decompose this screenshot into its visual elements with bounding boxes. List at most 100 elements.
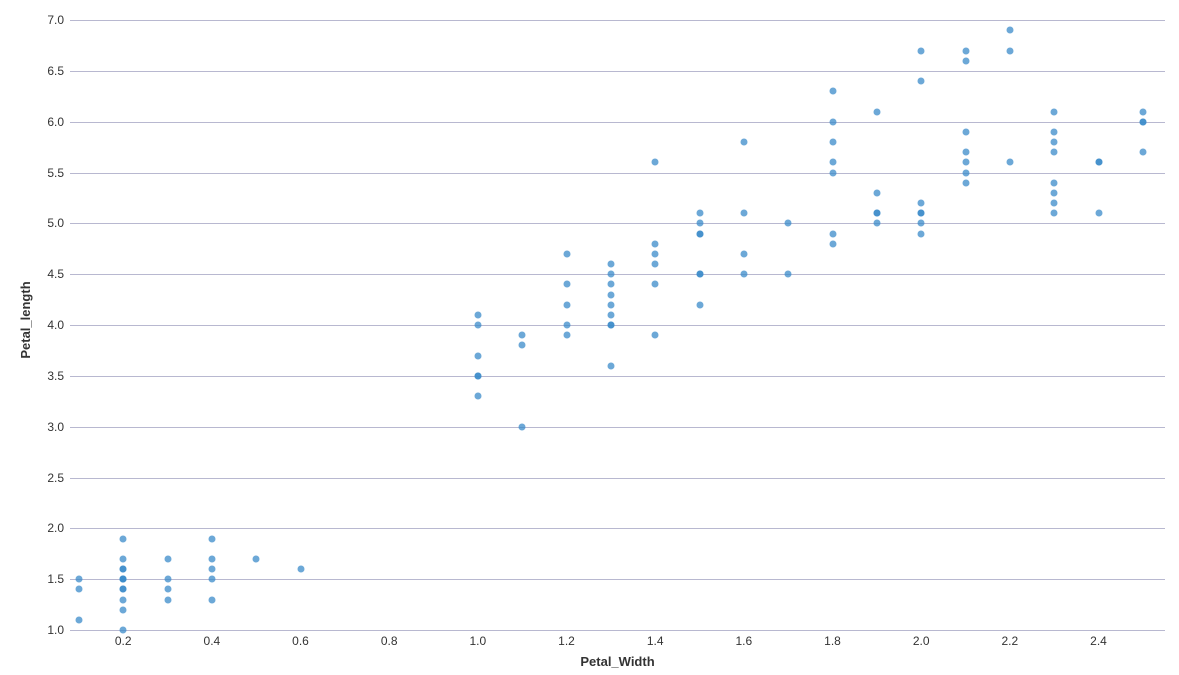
y-tick-label: 6.0 <box>47 115 70 129</box>
data-point <box>75 616 82 623</box>
gridline <box>70 325 1165 326</box>
data-point <box>208 535 215 542</box>
data-point <box>563 332 570 339</box>
data-point <box>563 301 570 308</box>
gridline <box>70 376 1165 377</box>
data-point <box>873 189 880 196</box>
x-tick-label: 1.6 <box>736 630 753 648</box>
data-point <box>474 393 481 400</box>
data-point <box>829 118 836 125</box>
data-point <box>696 210 703 217</box>
data-point <box>607 271 614 278</box>
data-point <box>208 596 215 603</box>
data-point <box>962 159 969 166</box>
data-point <box>829 240 836 247</box>
data-point <box>918 220 925 227</box>
data-point <box>1051 128 1058 135</box>
data-point <box>918 47 925 54</box>
x-tick-label: 1.8 <box>824 630 841 648</box>
data-point <box>120 566 127 573</box>
data-point <box>962 128 969 135</box>
plot-area: 1.01.52.02.53.03.54.04.55.05.56.06.57.00… <box>70 10 1165 630</box>
data-point <box>1051 179 1058 186</box>
data-point <box>1051 210 1058 217</box>
y-tick-label: 4.0 <box>47 318 70 332</box>
data-point <box>1051 200 1058 207</box>
data-point <box>962 47 969 54</box>
gridline <box>70 579 1165 580</box>
data-point <box>208 576 215 583</box>
x-tick-label: 1.0 <box>470 630 487 648</box>
data-point <box>873 220 880 227</box>
data-point <box>75 586 82 593</box>
y-tick-label: 1.0 <box>47 623 70 637</box>
gridline <box>70 20 1165 21</box>
data-point <box>740 139 747 146</box>
data-point <box>1139 118 1146 125</box>
data-point <box>1095 159 1102 166</box>
data-point <box>563 250 570 257</box>
data-point <box>75 576 82 583</box>
gridline <box>70 173 1165 174</box>
data-point <box>1051 149 1058 156</box>
scatter-chart: 1.01.52.02.53.03.54.04.55.05.56.06.57.00… <box>0 0 1179 675</box>
data-point <box>696 220 703 227</box>
data-point <box>208 555 215 562</box>
data-point <box>607 311 614 318</box>
x-tick-label: 2.0 <box>913 630 930 648</box>
y-tick-label: 5.0 <box>47 216 70 230</box>
data-point <box>1139 149 1146 156</box>
gridline <box>70 478 1165 479</box>
y-axis-label: Petal_length <box>18 281 33 358</box>
data-point <box>208 566 215 573</box>
data-point <box>519 423 526 430</box>
data-point <box>785 271 792 278</box>
data-point <box>918 200 925 207</box>
data-point <box>918 230 925 237</box>
data-point <box>120 627 127 634</box>
data-point <box>652 250 659 257</box>
data-point <box>519 332 526 339</box>
data-point <box>1051 139 1058 146</box>
x-tick-label: 2.2 <box>1001 630 1018 648</box>
data-point <box>829 88 836 95</box>
x-tick-label: 1.2 <box>558 630 575 648</box>
data-point <box>873 108 880 115</box>
data-point <box>607 291 614 298</box>
data-point <box>652 261 659 268</box>
y-tick-label: 1.5 <box>47 572 70 586</box>
x-tick-label: 0.6 <box>292 630 309 648</box>
data-point <box>829 230 836 237</box>
data-point <box>1051 189 1058 196</box>
data-point <box>652 281 659 288</box>
y-tick-label: 5.5 <box>47 166 70 180</box>
data-point <box>607 261 614 268</box>
data-point <box>652 159 659 166</box>
data-point <box>1006 159 1013 166</box>
data-point <box>652 332 659 339</box>
data-point <box>918 78 925 85</box>
data-point <box>1006 47 1013 54</box>
data-point <box>474 311 481 318</box>
data-point <box>1006 27 1013 34</box>
data-point <box>474 352 481 359</box>
data-point <box>1051 108 1058 115</box>
data-point <box>740 271 747 278</box>
data-point <box>120 555 127 562</box>
x-tick-label: 1.4 <box>647 630 664 648</box>
data-point <box>253 555 260 562</box>
data-point <box>1095 210 1102 217</box>
gridline <box>70 427 1165 428</box>
data-point <box>696 271 703 278</box>
data-point <box>474 322 481 329</box>
data-point <box>829 159 836 166</box>
x-tick-label: 0.4 <box>204 630 221 648</box>
data-point <box>829 169 836 176</box>
data-point <box>740 210 747 217</box>
data-point <box>607 322 614 329</box>
gridline <box>70 122 1165 123</box>
data-point <box>120 576 127 583</box>
y-tick-label: 6.5 <box>47 64 70 78</box>
gridline <box>70 274 1165 275</box>
y-tick-label: 4.5 <box>47 267 70 281</box>
